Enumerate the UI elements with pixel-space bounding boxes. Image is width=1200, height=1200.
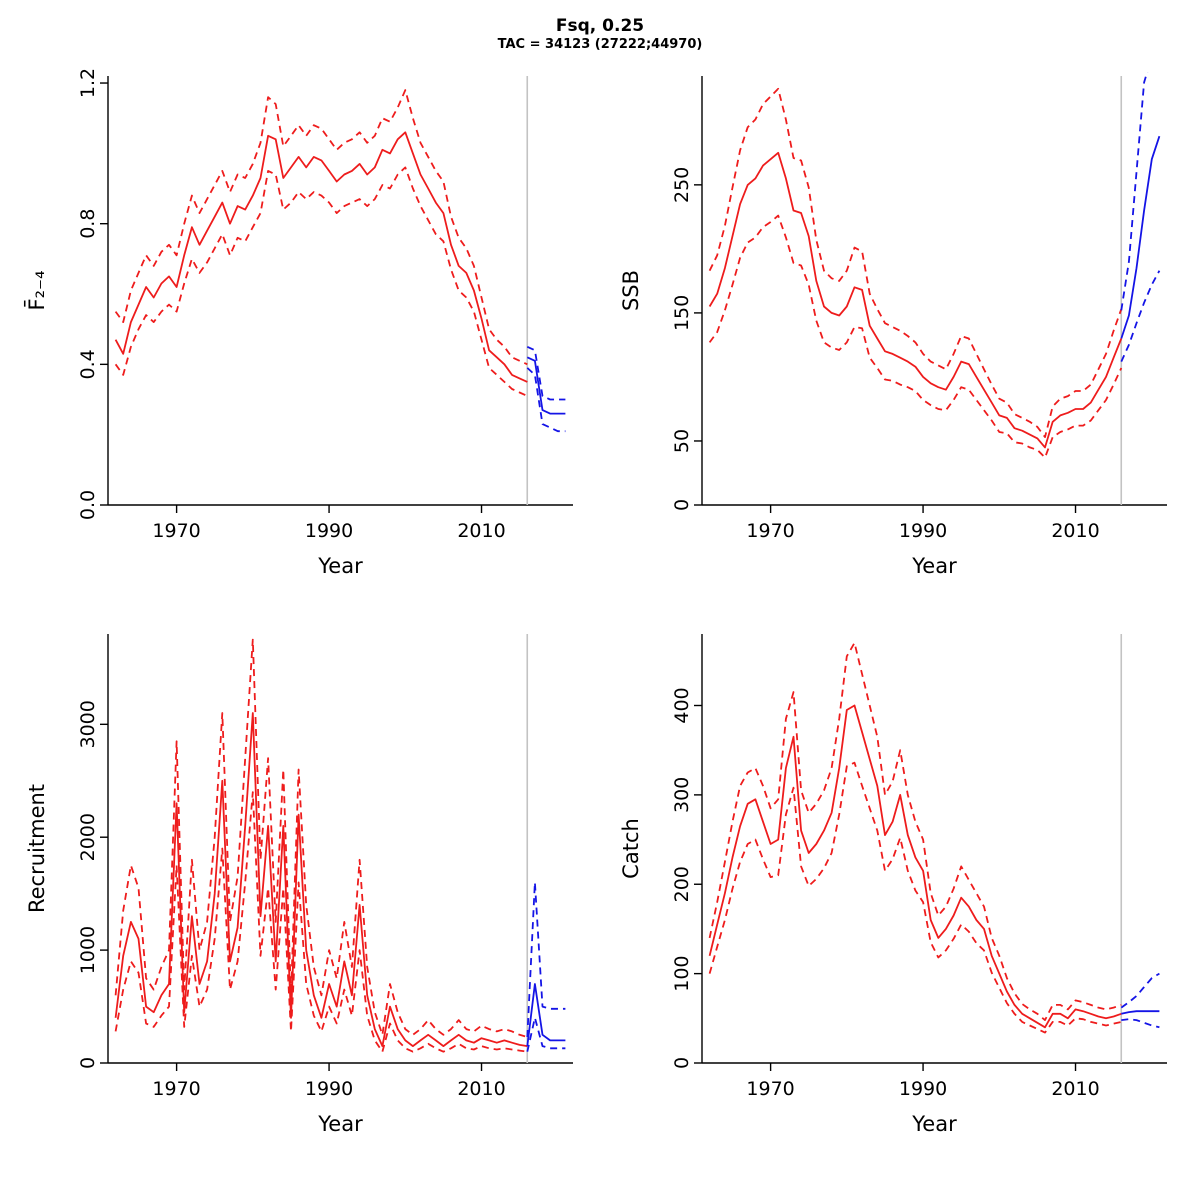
y-axis-label: SSB [619,269,643,310]
forecast-upper-ci-line [1120,71,1149,310]
plot-title: Fsq, 0.25 [555,16,645,36]
ssb-chart: 0 50 150 250 1970 1990 2010 SSB Year [619,71,1167,578]
x-axis-label: Year [317,1112,363,1136]
history-median-line [114,130,528,383]
x-tick-label: 2010 [457,520,505,542]
y-tick-label: 1000 [77,925,99,973]
history-upper-ci-line [114,88,528,365]
y-tick-label: 300 [671,776,693,812]
y-tick-label: 0 [671,498,693,510]
plot-header: Fsq, 0.25 TAC = 34123 (27222;44970) [6,16,1194,54]
y-tick-label: 150 [671,294,693,330]
x-tick-label: 1990 [899,1078,947,1100]
x-axis-label: Year [911,1112,957,1136]
forecast-lower-ci-line [526,1016,566,1052]
recruitment-chart: 0 1000 2000 3000 1970 1990 2010 Recruitment Year [25,633,573,1136]
x-axis-label: Year [911,554,957,578]
x-axis-label: Year [317,554,363,578]
forecast-lower-ci-line [526,366,566,432]
y-tick-label: 0.0 [77,489,99,519]
forecast-median-line [1120,135,1161,339]
chart-grid: 0.0 0.4 0.8 1.2 1970 1990 2010 F̄₂₋₄ Year 0 50 150… [6,60,1194,1158]
y-axis-label: F̄₂₋₄ [24,270,49,310]
y-tick-label: 3000 [77,700,99,748]
history-lower-ci-line [708,761,1122,1034]
history-upper-ci-line [708,641,1122,1021]
x-tick-label: 1970 [746,1078,794,1100]
forecast-upper-ci-line [526,345,566,400]
y-tick-label: 0.4 [77,349,99,379]
x-tick-label: 1970 [746,520,794,542]
x-tick-label: 1970 [152,520,200,542]
forecast-median-line [526,982,566,1046]
y-tick-label: 200 [671,866,693,902]
forecast-lower-ci-line [1120,269,1161,362]
x-tick-label: 1990 [305,520,353,542]
history-lower-ci-line [114,790,528,1053]
y-tick-label: 0.8 [77,208,99,238]
history-upper-ci-line [708,87,1123,438]
x-tick-label: 2010 [1051,520,1099,542]
x-tick-label: 1970 [152,1078,200,1100]
y-tick-label: 1.2 [77,67,99,97]
history-median-line [114,711,528,1047]
history-median-line [708,704,1122,1028]
forecast-upper-ci-line [526,880,566,1037]
y-axis-label: Catch [619,818,643,879]
y-tick-label: 0 [671,1056,693,1068]
forecast-median-line [1121,1009,1160,1015]
y-tick-label: 100 [671,955,693,991]
fbar-chart: 0.0 0.4 0.8 1.2 1970 1990 2010 F̄₂₋₄ Year [24,67,573,578]
plot-subtitle: TAC = 34123 (27222;44970) [497,37,703,53]
history-lower-ci-line [114,166,528,397]
forecast-upper-ci-line [1120,972,1160,1008]
y-tick-label: 2000 [77,813,99,861]
y-tick-label: 250 [671,166,693,202]
forecast-median-line [526,355,566,415]
y-axis-label: Recruitment [25,783,49,912]
x-tick-label: 1990 [899,520,947,542]
x-tick-label: 2010 [457,1078,505,1100]
catch-chart: 0 100 200 300 400 1970 1990 2010 Catch Year [619,633,1167,1136]
x-tick-label: 1990 [305,1078,353,1100]
y-tick-label: 0 [77,1056,99,1068]
history-lower-ci-line [708,214,1123,459]
y-tick-label: 50 [671,428,693,452]
forecast-lower-ci-line [1121,1017,1160,1028]
y-tick-label: 400 [671,687,693,723]
x-tick-label: 2010 [1051,1078,1099,1100]
history-median-line [708,151,1123,448]
